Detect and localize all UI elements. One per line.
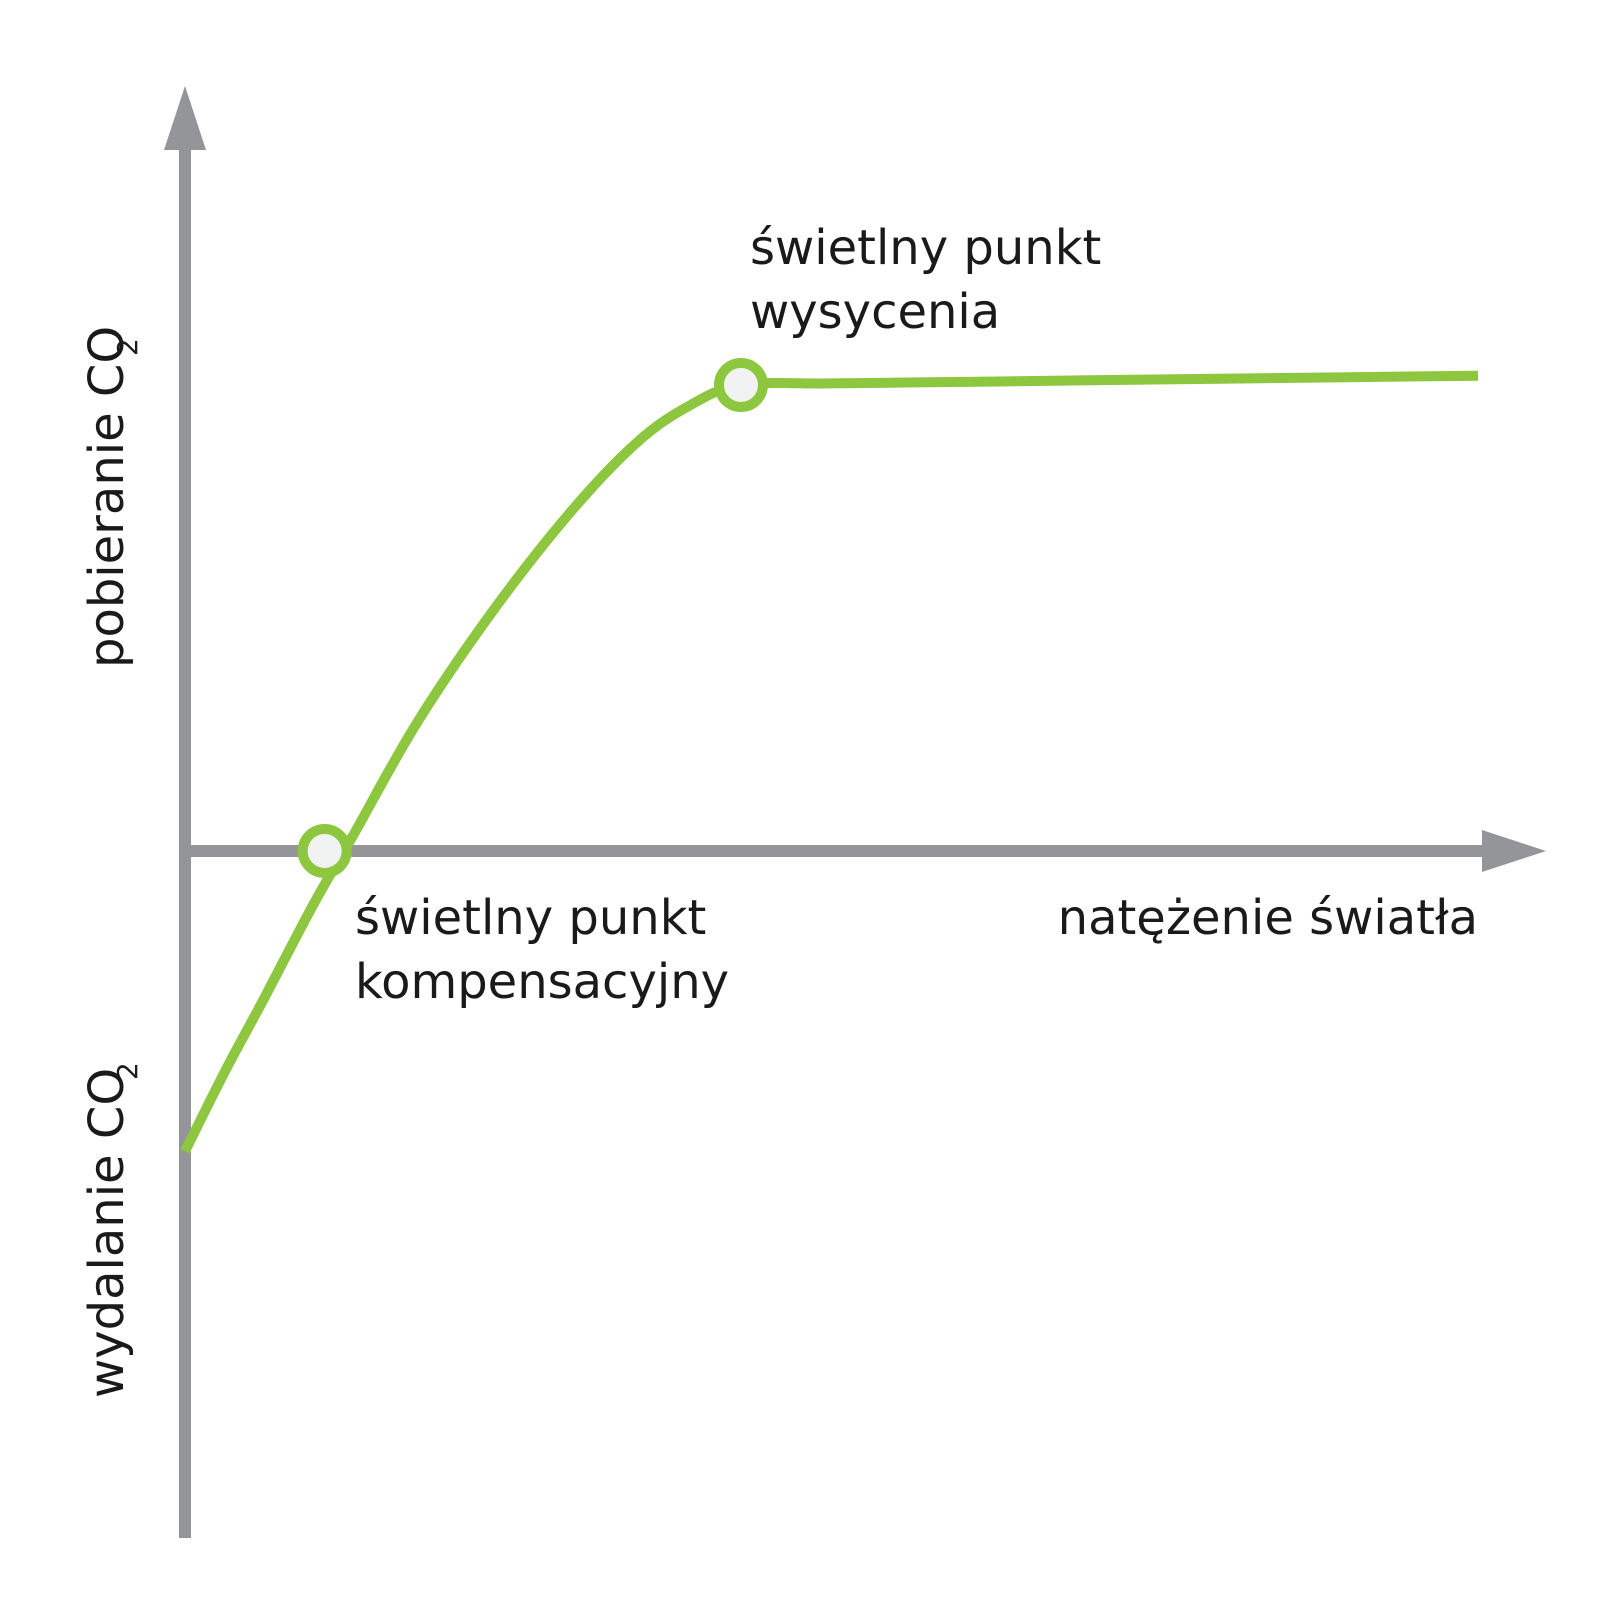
annotation-compensation-line2: kompensacyjny bbox=[355, 954, 729, 1010]
y-axis-label-negative: wydalanie CO 2 bbox=[79, 1062, 144, 1398]
series-line bbox=[180, 370, 1479, 1154]
annotation-saturation-label: świetlny punkt wysycenia bbox=[750, 220, 1101, 340]
y-axis-arrowhead bbox=[164, 86, 206, 150]
x-axis-label: natężenie światła bbox=[1058, 890, 1478, 946]
y-axis-label-positive-subscript: 2 bbox=[111, 338, 144, 356]
annotation-saturation-line1: świetlny punkt bbox=[750, 220, 1101, 276]
y-axis-label-negative-text: wydalanie CO bbox=[79, 1068, 135, 1398]
x-axis-arrowhead bbox=[1482, 830, 1546, 872]
compensation-point-marker bbox=[297, 824, 352, 878]
annotation-compensation-label: świetlny punkt kompensacyjny bbox=[355, 890, 729, 1010]
annotation-markers bbox=[297, 358, 768, 878]
axes bbox=[164, 86, 1546, 1538]
annotation-saturation-line2: wysycenia bbox=[750, 284, 1000, 340]
y-axis-label-positive: pobieranie CO 2 bbox=[79, 326, 144, 668]
saturation-point-marker bbox=[713, 358, 768, 412]
y-axis-label-positive-text: pobieranie CO bbox=[79, 326, 135, 668]
annotation-compensation-line1: świetlny punkt bbox=[355, 890, 706, 946]
y-axis-label-negative-subscript: 2 bbox=[111, 1062, 144, 1080]
